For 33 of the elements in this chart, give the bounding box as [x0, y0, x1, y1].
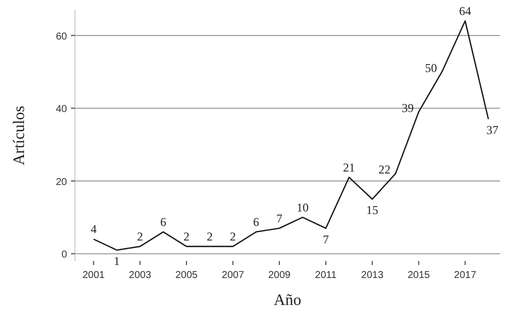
- data-label: 21: [343, 160, 356, 174]
- x-tick-label: 2009: [268, 270, 291, 281]
- data-label: 4: [90, 222, 97, 236]
- data-label: 2: [206, 229, 213, 244]
- data-label: 50: [424, 60, 437, 75]
- data-label: 6: [160, 214, 166, 229]
- y-tick-label: 20: [56, 176, 68, 188]
- data-label: 22: [378, 162, 390, 177]
- y-axis-title: Artículos: [11, 106, 28, 166]
- x-tick-label: 2017: [454, 270, 477, 281]
- y-tick-label: 40: [56, 104, 68, 116]
- x-tick-label: 2007: [222, 270, 244, 281]
- y-tick-label: 60: [56, 31, 68, 42]
- y-tick-label: 0: [61, 250, 68, 261]
- data-label: 39: [402, 100, 414, 115]
- x-tick-label: 2011: [315, 270, 338, 281]
- data-label: 6: [253, 214, 260, 229]
- x-axis-title: Año: [274, 292, 302, 309]
- data-label: 64: [459, 4, 472, 18]
- data-label: 2: [137, 229, 144, 244]
- x-tick-label: 2015: [408, 270, 430, 281]
- data-label: 2: [230, 229, 236, 244]
- x-tick-label: 2005: [175, 270, 198, 281]
- x-tick-label: 2001: [82, 270, 106, 281]
- data-label: 2: [183, 229, 190, 244]
- x-tick-label: 2003: [128, 270, 152, 281]
- data-label: 10: [296, 200, 309, 214]
- data-label: 1: [114, 254, 120, 268]
- data-label: 37: [486, 123, 498, 138]
- data-label: 7: [322, 232, 329, 246]
- data-label: 15: [366, 203, 378, 218]
- x-tick-label: 2013: [361, 270, 384, 281]
- data-label: 7: [276, 211, 282, 226]
